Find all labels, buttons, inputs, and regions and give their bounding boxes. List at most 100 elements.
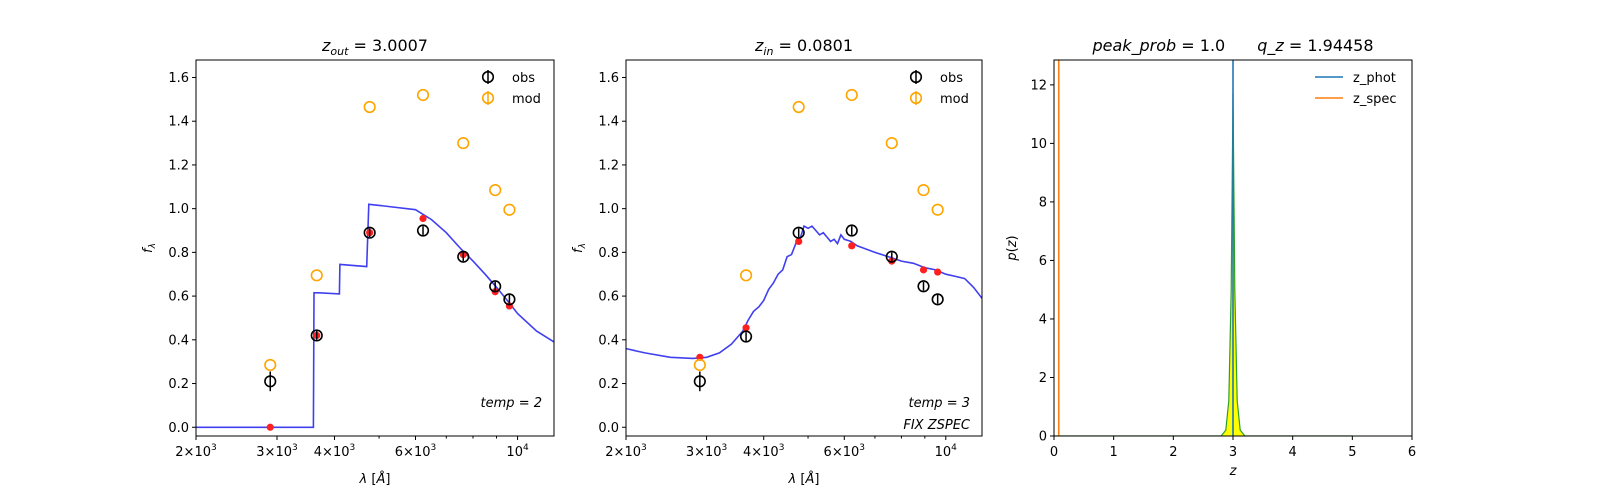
model-flux-point bbox=[266, 423, 274, 431]
y-tick-label: 2 bbox=[1039, 371, 1047, 386]
legend: obs mod bbox=[909, 70, 969, 107]
y-tick-label: 1.0 bbox=[168, 202, 189, 217]
model-flux-point bbox=[742, 324, 750, 332]
model-flux-point bbox=[696, 353, 704, 361]
legend-obs-label: obs bbox=[512, 71, 535, 86]
mod-point bbox=[917, 183, 930, 197]
y-tick-label: 0 bbox=[1039, 430, 1047, 445]
y-tick-label: 1.2 bbox=[598, 158, 619, 173]
axes-frame bbox=[195, 59, 555, 437]
y-tick-label: 4 bbox=[1039, 312, 1047, 327]
panel-title: peak_prob = 1.0 q_z = 1.94458 bbox=[1091, 36, 1373, 56]
panel-title: zin = 0.0801 bbox=[754, 36, 853, 58]
x-tick-label: 6×103 bbox=[824, 443, 865, 460]
y-axis-label: fλ bbox=[571, 243, 588, 253]
legend-obs-marker bbox=[909, 70, 923, 84]
obs-point bbox=[792, 226, 805, 239]
x-tick-label: 1 bbox=[1110, 445, 1118, 460]
y-tick-label: 0.6 bbox=[598, 290, 619, 305]
x-tick-label: 2 bbox=[1169, 445, 1177, 460]
y-tick-label: 8 bbox=[1039, 195, 1047, 210]
obs-point bbox=[416, 224, 430, 237]
model-flux-point bbox=[419, 214, 427, 223]
template-spectrum-line bbox=[626, 224, 982, 360]
obs-point bbox=[917, 280, 930, 293]
obs-point bbox=[363, 226, 376, 239]
mod-point bbox=[457, 136, 470, 150]
legend-mod-marker bbox=[481, 91, 495, 105]
y-tick-label: 1.0 bbox=[598, 202, 619, 217]
mod-point bbox=[739, 269, 753, 282]
axes-frame bbox=[625, 59, 983, 437]
y-tick-label: 10 bbox=[1030, 137, 1047, 152]
x-axis-label: λ [Å] bbox=[788, 471, 820, 487]
y-tick-label: 1.2 bbox=[168, 158, 189, 173]
x-tick-label: 2×103 bbox=[175, 443, 216, 460]
y-tick-label: 1.4 bbox=[598, 115, 619, 130]
obs-point bbox=[931, 293, 944, 306]
legend-mod-label: mod bbox=[940, 92, 969, 107]
y-axis-label: p(z) bbox=[1005, 235, 1020, 261]
legend-mod-label: mod bbox=[512, 92, 541, 107]
annotation: temp = 2 bbox=[481, 396, 542, 411]
legend-z-spec-label: z_spec bbox=[1353, 92, 1397, 107]
y-tick-label: 0.0 bbox=[598, 421, 619, 436]
model-flux-point bbox=[795, 237, 803, 246]
y-tick-label: 6 bbox=[1039, 254, 1047, 269]
y-tick-label: 0.4 bbox=[598, 333, 619, 348]
pz-curve bbox=[1054, 93, 1353, 436]
legend-obs-marker bbox=[481, 70, 495, 84]
x-tick-label: 104 bbox=[506, 443, 529, 460]
x-tick-label: 3×103 bbox=[256, 443, 297, 460]
mod-point bbox=[416, 88, 430, 102]
obs-point bbox=[489, 280, 502, 293]
mod-point bbox=[503, 203, 516, 216]
mod-point bbox=[931, 203, 944, 216]
annotation: FIX ZSPEC bbox=[903, 418, 971, 433]
x-tick-label: 2×103 bbox=[605, 443, 646, 460]
mod-point bbox=[264, 358, 277, 372]
legend: z_phot z_spec bbox=[1315, 71, 1397, 107]
x-tick-label: 0 bbox=[1050, 445, 1058, 460]
x-tick-label: 3 bbox=[1229, 445, 1237, 460]
obs-point bbox=[264, 375, 277, 388]
y-tick-label: 12 bbox=[1030, 78, 1047, 93]
x-tick-label: 5 bbox=[1348, 445, 1356, 460]
mod-point bbox=[792, 100, 805, 114]
obs-point bbox=[693, 375, 706, 388]
x-tick-label: 6×103 bbox=[395, 443, 436, 460]
y-tick-label: 0.8 bbox=[598, 246, 619, 261]
mod-point bbox=[363, 100, 376, 114]
x-tick-label: 6 bbox=[1408, 445, 1416, 460]
x-axis-label: z bbox=[1229, 464, 1238, 479]
y-axis-label: fλ bbox=[141, 243, 158, 253]
legend-obs-label: obs bbox=[940, 71, 963, 86]
panel-zout: 0.0 0.2 0.4 0.6 0.8 1.0 1.2 1.4 1.6 2×103 3×103 4×1… bbox=[141, 36, 555, 487]
obs-point bbox=[885, 250, 898, 263]
obs-point bbox=[310, 329, 323, 342]
x-tick-label: 4 bbox=[1289, 445, 1297, 460]
y-tick-label: 1.6 bbox=[168, 71, 189, 86]
y-tick-label: 1.4 bbox=[168, 115, 189, 130]
model-flux-point bbox=[848, 242, 856, 250]
x-tick-label: 104 bbox=[935, 443, 958, 460]
x-axis-label: λ [Å] bbox=[359, 471, 391, 487]
pz-fill-area bbox=[1054, 93, 1353, 436]
y-tick-label: 0.4 bbox=[168, 333, 189, 348]
y-tick-label: 0.0 bbox=[168, 421, 189, 436]
mod-point bbox=[885, 136, 898, 150]
panel-zin: 0.0 0.2 0.4 0.6 0.8 1.0 1.2 1.4 1.6 2×103 3×103 4×1… bbox=[571, 36, 983, 487]
y-tick-label: 0.2 bbox=[598, 377, 619, 392]
mod-point bbox=[489, 183, 502, 197]
obs-point bbox=[503, 293, 516, 306]
model-flux-point bbox=[934, 268, 942, 276]
x-tick-label: 3×103 bbox=[686, 443, 727, 460]
x-tick-label: 4×103 bbox=[314, 443, 355, 460]
y-tick-label: 0.2 bbox=[168, 377, 189, 392]
mod-point bbox=[845, 88, 858, 102]
annotation: temp = 3 bbox=[909, 396, 970, 411]
template-spectrum-line bbox=[196, 203, 554, 429]
y-tick-label: 0.8 bbox=[168, 246, 189, 261]
